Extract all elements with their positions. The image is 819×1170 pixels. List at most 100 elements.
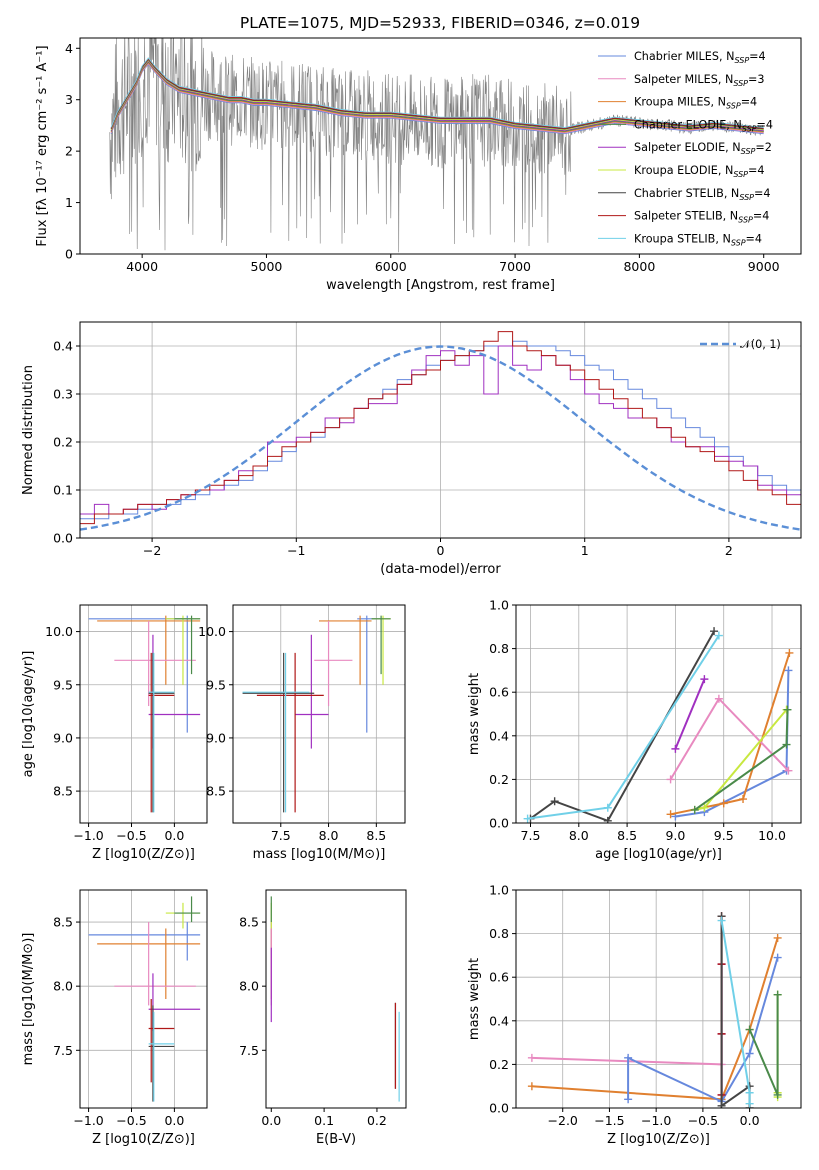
weight-marker — [784, 666, 793, 675]
y-tick-label: 0.2 — [489, 772, 509, 787]
panel-residuals: 𝒩(0, 1) −2 −1 0 1 2 0.0 0.1 0.2 0.3 0.4 (data-model… — [21, 321, 802, 577]
axes-frame — [79, 889, 208, 1109]
x-tick-label: 1 — [581, 543, 589, 558]
x-axis-label: E(B-V) — [316, 1132, 356, 1147]
y-tick-label: 0.6 — [489, 685, 509, 700]
y-tick-label: 9.5 — [53, 677, 73, 692]
weight-marker — [717, 916, 726, 925]
legend-label: Kroupa STELIB, NSSP=4 — [634, 232, 762, 247]
x-axis-label: age [log10(age/yr)] — [595, 847, 722, 862]
axes-frame — [79, 604, 208, 824]
legend-count: =4 — [748, 164, 765, 177]
plot-area-weight-age — [523, 627, 794, 823]
legend-sub: SSP — [731, 238, 746, 247]
y-tick-label: 8.5 — [53, 915, 73, 930]
y-tick-label: 0.8 — [489, 641, 509, 656]
y-axis-label: Normed distribution — [21, 365, 36, 495]
x-axis-label: Z [log10(Z/Z⊙)] — [92, 1132, 195, 1147]
y-tick-label: 0.2 — [53, 435, 73, 450]
y-tick-label: 0.2 — [489, 1057, 509, 1072]
weight-marker — [773, 990, 782, 999]
weight-marker — [739, 795, 748, 804]
y-tick-label: 9.0 — [206, 730, 226, 745]
y-tick-label: 0.4 — [489, 728, 509, 743]
x-tick-label: 0.1 — [314, 1113, 334, 1128]
weight-marker — [700, 803, 709, 812]
legend-label: Chabrier MILES, NSSP=4 — [634, 50, 766, 65]
legend-sub: SSP — [733, 170, 748, 179]
model-spectrum-line — [110, 59, 764, 131]
weight-line — [748, 994, 779, 1096]
weight-marker — [527, 1053, 536, 1062]
weight-line — [527, 634, 720, 820]
x-tick-label: −1.5 — [594, 1113, 624, 1128]
weight-marker — [714, 694, 723, 703]
x-tick-label: 5000 — [251, 259, 283, 274]
legend-label: Salpeter ELODIE, NSSP=2 — [634, 141, 772, 156]
legend-label: Salpeter MILES, NSSP=3 — [634, 73, 765, 88]
normal-curve — [80, 345, 801, 531]
panel-weight-Z: −2.0 −1.5 −1.0 −0.5 0.0 0.0 0.2 0.4 0.6 0.8 1.0 Z [… — [467, 883, 802, 1147]
x-tick-label: 0.0 — [261, 1113, 281, 1128]
x-tick-label: 0.0 — [164, 1113, 184, 1128]
y-tick-label: 10.0 — [198, 624, 226, 639]
y-tick-label: 0 — [65, 247, 73, 262]
x-tick-label: −2.0 — [548, 1113, 578, 1128]
y-tick-label: 8.5 — [53, 784, 73, 799]
y-tick-label: 0.3 — [53, 387, 73, 402]
legend-count: =4 — [754, 187, 771, 200]
weight-marker — [671, 744, 680, 753]
axes-frame — [515, 889, 802, 1109]
legend-count: =4 — [756, 118, 773, 131]
legend-sub: SSP — [726, 102, 741, 111]
legend-sub: SSP — [741, 147, 756, 156]
y-axis-label: Flux [fλ 10⁻¹⁷ erg cm⁻² s⁻¹ A⁻¹] — [35, 45, 50, 246]
weight-marker — [773, 953, 782, 962]
model-spectrum-line — [110, 62, 764, 134]
panel-weight-age: 7.5 8.0 8.5 9.0 9.5 10.0 0.0 0.2 0.4 0.6 0.8 1.0 age… — [467, 598, 802, 862]
model-spectrum-line — [110, 61, 764, 132]
figure-title: PLATE=1075, MJD=52933, FIBERID=0346, z=0… — [240, 14, 640, 32]
panel-Z-age: −1.0 −0.5 0.0 8.5 9.0 9.5 10.0 Z [log10(Z/Z⊙)] a… — [21, 604, 208, 862]
weight-line — [531, 937, 779, 1101]
x-tick-label: 4000 — [126, 259, 158, 274]
plot-area-weight-Z — [527, 912, 782, 1108]
weight-marker — [745, 1025, 754, 1034]
x-tick-label: 8.5 — [366, 828, 386, 843]
legend-sub: SSP — [734, 56, 749, 65]
y-tick-label: 7.5 — [239, 1043, 259, 1058]
weight-marker — [603, 816, 612, 823]
x-tick-label: −1.0 — [73, 1113, 103, 1128]
legend-sub: SSP — [739, 193, 754, 202]
x-axis-label: (data-model)/error — [380, 562, 501, 577]
weight-marker — [773, 933, 782, 942]
legend-count: =2 — [755, 141, 772, 154]
x-tick-label: 2 — [725, 543, 733, 558]
weight-line — [529, 630, 715, 823]
model-spectrum-line — [110, 57, 764, 128]
panel-Z-mass: −1.0 −0.5 0.0 7.5 8.0 8.5 Z [log10(Z/Z⊙)] mass … — [21, 889, 208, 1147]
y-tick-label: 7.5 — [53, 1043, 73, 1058]
y-tick-label: 9.0 — [53, 730, 73, 745]
axes-frame — [79, 37, 802, 255]
y-axis-label: mass weight — [467, 673, 482, 755]
weight-marker — [719, 799, 728, 808]
legend-count: =4 — [753, 210, 770, 223]
x-tick-label: −1 — [287, 543, 305, 558]
legend-sub: SSP — [742, 124, 757, 133]
legend-label: Salpeter STELIB, NSSP=4 — [634, 210, 769, 225]
weight-marker — [603, 803, 612, 812]
x-tick-label: 8000 — [623, 259, 655, 274]
weight-marker — [527, 1082, 536, 1091]
y-axis-label: age [log10(age/yr)] — [21, 651, 36, 778]
weight-marker — [710, 627, 719, 636]
weight-marker — [714, 631, 723, 640]
y-axis-label: mass [log10(M/M⊙)] — [21, 933, 36, 1066]
x-tick-label: −0.5 — [688, 1113, 718, 1128]
legend-label: Chabrier ELODIE, NSSP=4 — [634, 118, 773, 133]
panel-ebv-mass: 0.0 0.1 0.2 7.5 8.0 8.5 E(B-V) — [239, 889, 407, 1147]
legend-label: Kroupa ELODIE, NSSP=4 — [634, 164, 765, 179]
plot-area-mass-age — [242, 615, 391, 813]
x-axis-label: Z [log10(Z/Z⊙)] — [92, 847, 195, 862]
plot-area-Z-mass — [88, 896, 201, 1102]
